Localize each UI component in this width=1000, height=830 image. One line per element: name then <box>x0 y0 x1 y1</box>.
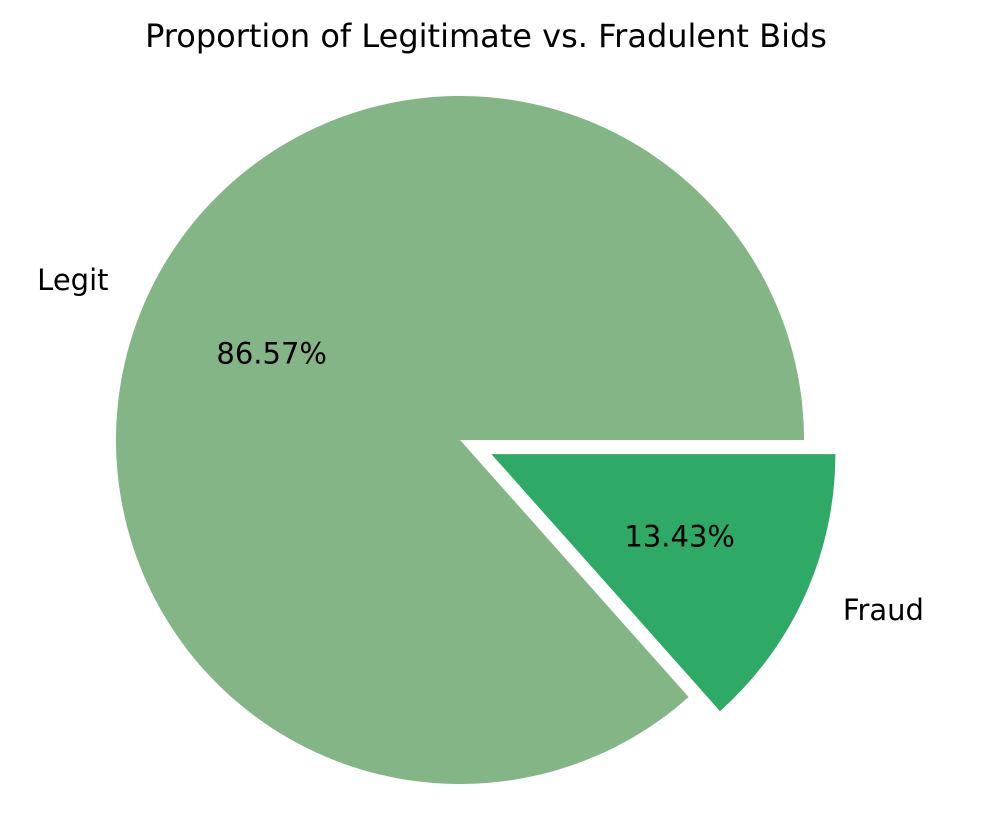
pct-label-fraud: 13.43% <box>624 520 735 554</box>
slice-label-legit: Legit <box>37 263 108 297</box>
pie-slice-legit <box>116 95 805 784</box>
slice-label-fraud: Fraud <box>843 593 924 627</box>
pie-slices <box>116 95 836 784</box>
pct-label-legit: 86.57% <box>216 336 327 370</box>
chart-title: Proportion of Legitimate vs. Fradulent B… <box>145 17 827 55</box>
pie-labels: Legit 86.57% Fraud 13.43% <box>37 263 924 627</box>
pie-slice-fraud <box>491 454 836 712</box>
